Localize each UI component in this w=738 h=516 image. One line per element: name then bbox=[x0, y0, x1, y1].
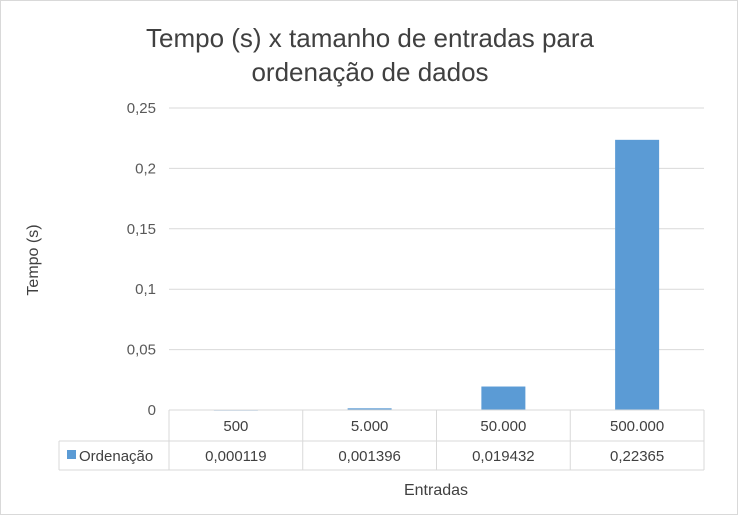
y-axis-title: Tempo (s) bbox=[25, 224, 42, 295]
value-label: 0,019432 bbox=[472, 448, 535, 465]
y-tick-label: 0,05 bbox=[127, 342, 156, 359]
chart-title-line-1: Tempo (s) x tamanho de entradas para bbox=[146, 23, 595, 53]
bars bbox=[213, 139, 660, 411]
y-tick-label: 0,1 bbox=[135, 281, 156, 298]
gridlines bbox=[169, 107, 704, 351]
y-tick-label: 0,2 bbox=[135, 160, 156, 177]
value-label: 0,000119 bbox=[205, 448, 266, 465]
series-name: Ordenação bbox=[79, 448, 153, 465]
data-table: 500 5.000 50.000 500.000 Ordenação 0,000119 0,… bbox=[58, 409, 705, 471]
y-tick-label: 0,25 bbox=[127, 100, 156, 117]
category-label: 500 bbox=[223, 418, 248, 435]
y-tick-label: 0 bbox=[148, 402, 156, 419]
x-axis-title: Entradas bbox=[404, 482, 468, 499]
bar bbox=[347, 408, 392, 410]
bar bbox=[481, 386, 526, 410]
y-tick-labels: 0 0,05 0,1 0,15 0,2 0,25 bbox=[127, 100, 156, 419]
category-label: 50.000 bbox=[480, 418, 526, 435]
y-tick-label: 0,15 bbox=[127, 221, 156, 238]
bar bbox=[615, 139, 660, 410]
category-label: 500.000 bbox=[610, 418, 664, 435]
chart-title-line-2: ordenação de dados bbox=[251, 57, 488, 87]
legend-key bbox=[67, 450, 76, 459]
category-label: 5.000 bbox=[351, 418, 389, 435]
value-label: 0,22365 bbox=[610, 448, 664, 465]
value-label: 0,001396 bbox=[338, 448, 401, 465]
